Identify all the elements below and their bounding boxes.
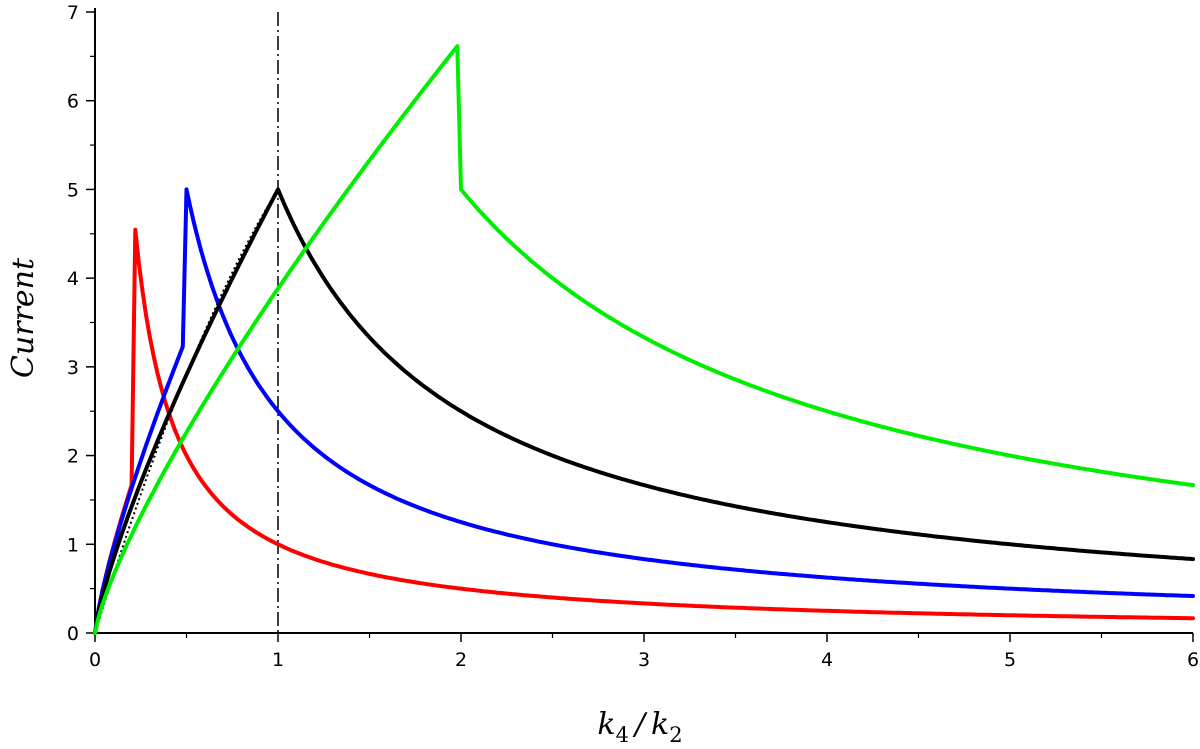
series-line — [93, 44, 1195, 635]
x-tick-label: 2 — [455, 649, 467, 671]
x-axis-label: k4/k2 — [597, 707, 682, 747]
series-group — [93, 44, 1195, 635]
y-axis-label: Current — [6, 257, 41, 378]
series-line — [93, 187, 1195, 635]
series-line — [93, 227, 1195, 635]
y-tick-label: 3 — [67, 357, 79, 379]
series-line — [93, 187, 1195, 635]
y-tick-label: 6 — [67, 91, 79, 113]
x-tick-label: 4 — [821, 649, 833, 671]
y-tick-label: 5 — [67, 179, 79, 201]
y-tick-label: 4 — [67, 268, 79, 290]
y-tick-label: 2 — [67, 446, 79, 468]
x-tick-label: 0 — [89, 649, 101, 671]
y-tick-label: 7 — [67, 2, 79, 24]
ticks: 0 1 2 3 4 5 6 0 1 2 3 4 5 6 7 — [67, 2, 1199, 671]
x-tick-label: 1 — [272, 649, 284, 671]
x-tick-label: 6 — [1187, 649, 1199, 671]
y-tick-label: 0 — [67, 623, 79, 645]
x-tick-label: 5 — [1004, 649, 1016, 671]
axes — [94, 8, 1193, 634]
x-tick-label: 3 — [638, 649, 650, 671]
x-axis-label-sub4: 4 — [616, 723, 629, 747]
x-axis-label-slash: / — [632, 707, 648, 742]
x-axis-label-k4: k — [597, 707, 615, 742]
x-axis-label-sub2: 2 — [669, 723, 682, 747]
x-axis-label-k2: k — [651, 707, 669, 742]
y-tick-label: 1 — [67, 534, 79, 556]
